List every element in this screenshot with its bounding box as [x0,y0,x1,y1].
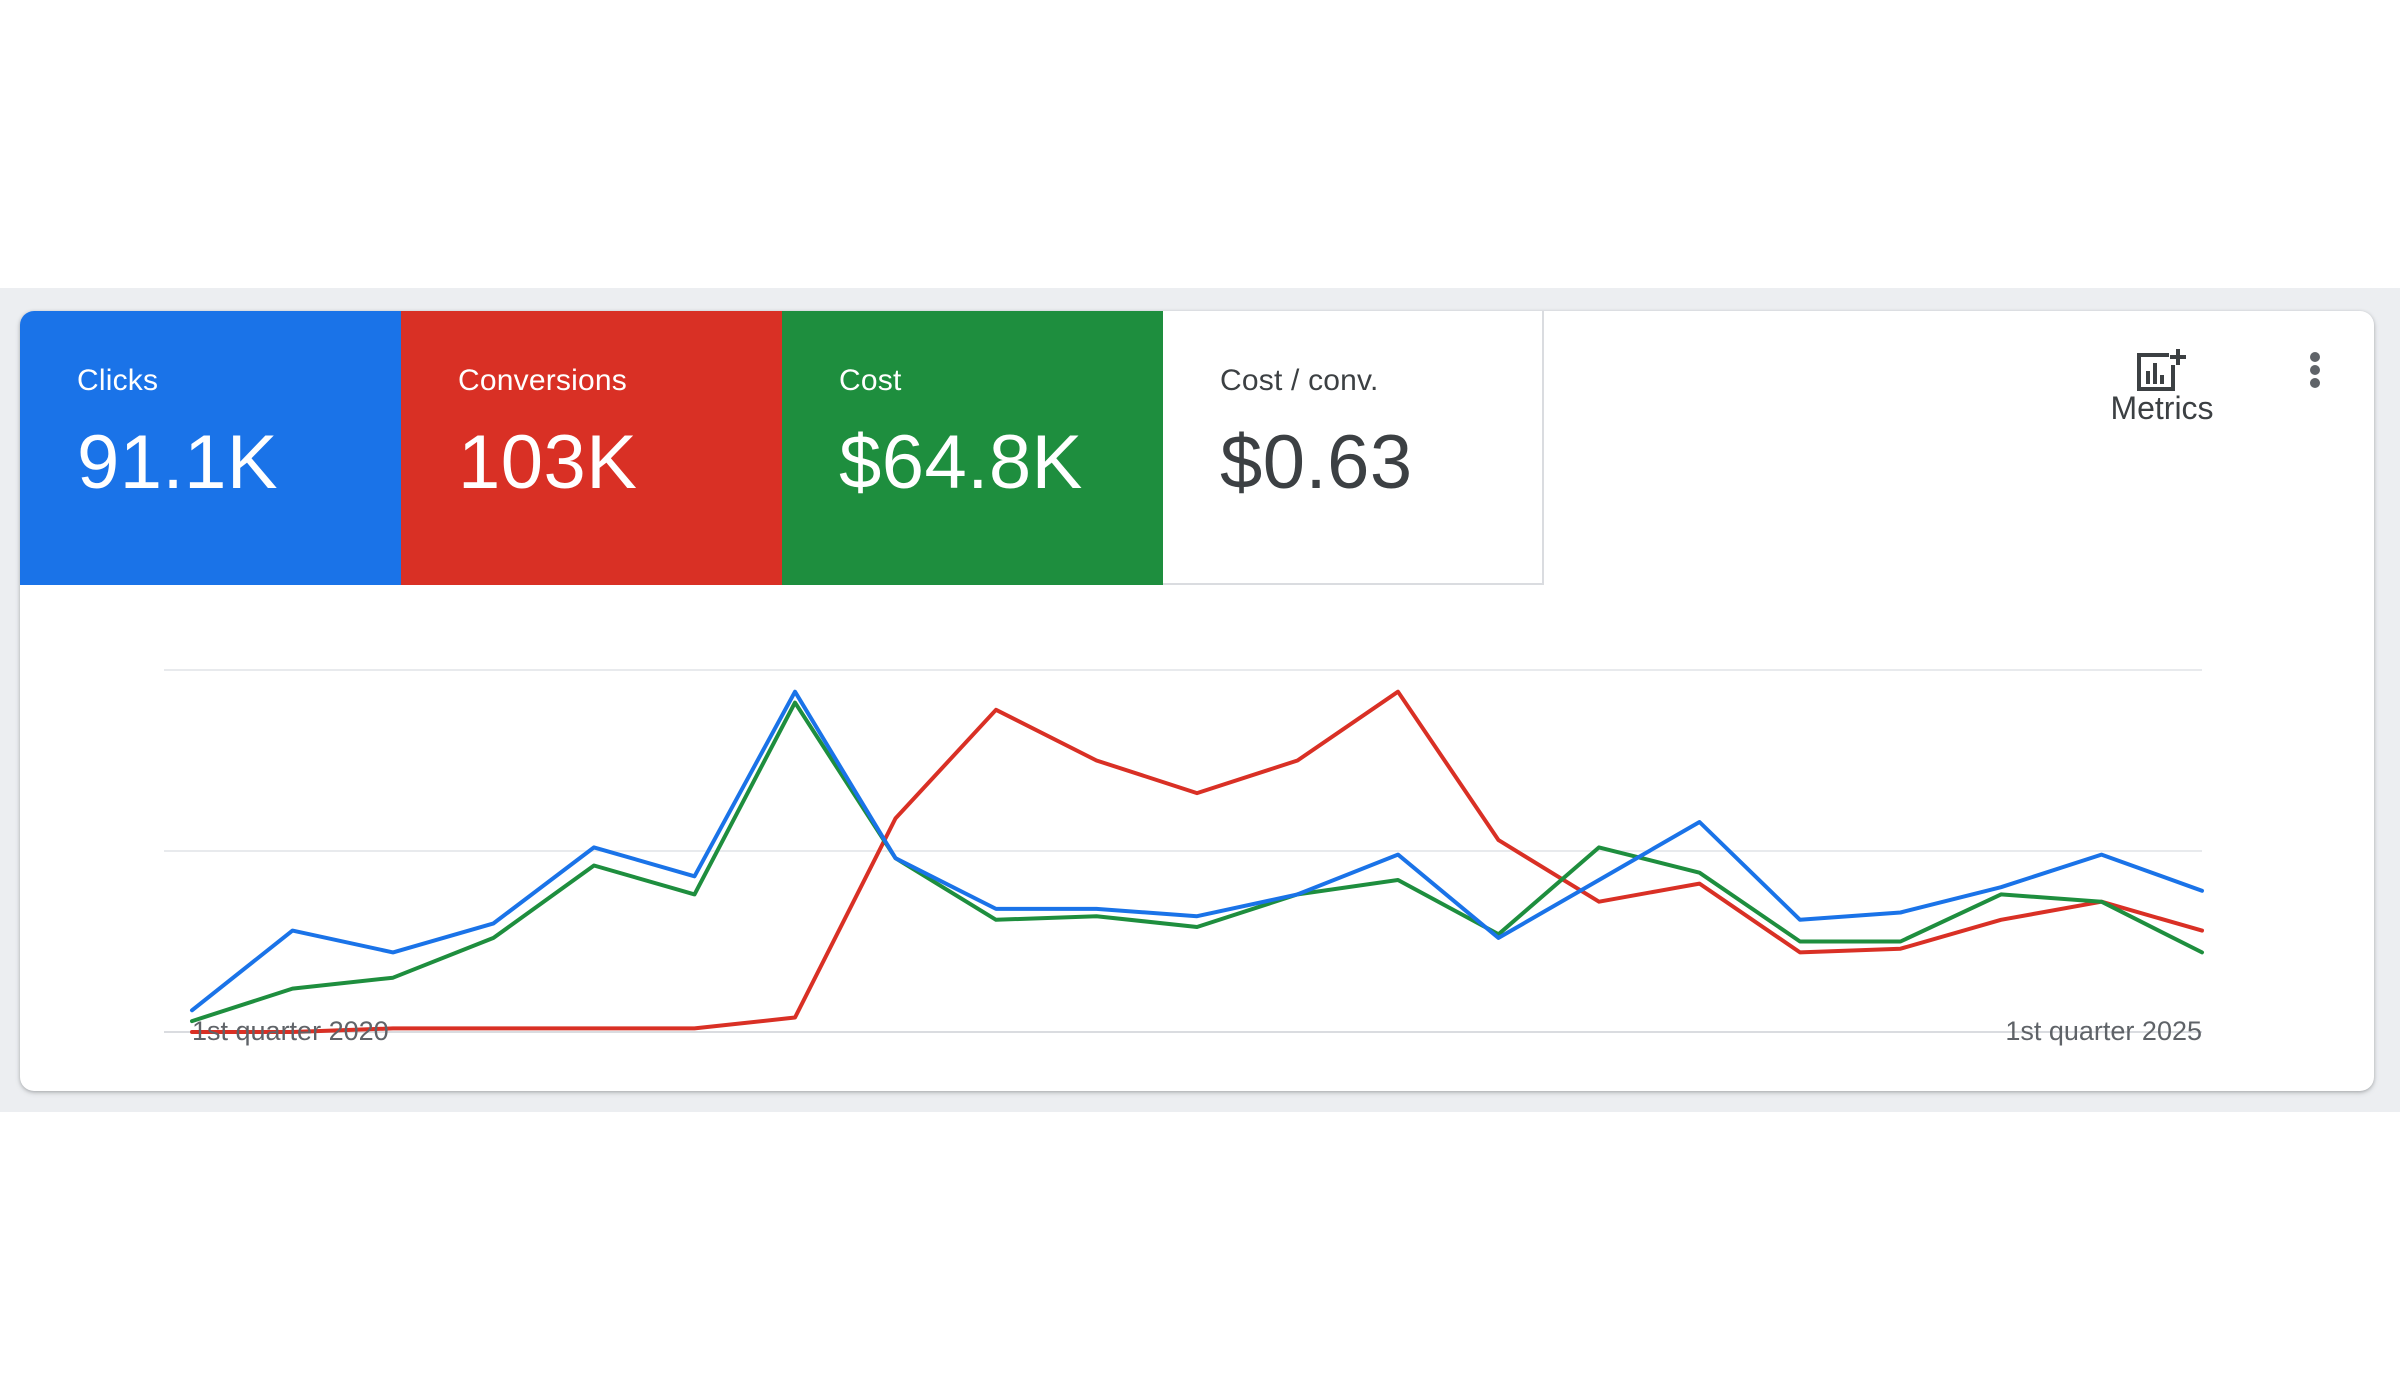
scorecard-label: Conversions [458,364,627,397]
chart-grid [164,669,2202,1033]
scorecard-cost[interactable]: Cost $64.8K [782,311,1163,585]
scorecard-value: 103K [458,420,638,505]
scorecard-cost-per-conv[interactable]: Cost / conv. $0.63 [1163,311,1544,585]
scorecard-conversions[interactable]: Conversions 103K [401,311,782,585]
more-options-button[interactable] [2290,347,2340,403]
scorecard-clicks[interactable]: Clicks 91.1K [20,311,401,585]
add-chart-icon [2137,349,2187,391]
x-axis-start-label: 1st quarter 2020 [192,1016,389,1046]
scorecard-label: Cost / conv. [1220,364,1379,397]
series-line-red [190,689,2204,1034]
series-line-blue [190,689,2204,1013]
scorecard-label: Clicks [77,364,159,397]
scorecard-value: $0.63 [1220,420,1413,505]
series-line-green [190,700,2204,1024]
more-vert-icon [2310,352,2320,388]
metrics-button[interactable]: Metrics [2097,347,2227,427]
scorecard-label: Cost [839,364,902,397]
scorecard-value: 91.1K [77,420,279,505]
scorecard-value: $64.8K [839,420,1083,505]
metrics-label: Metrics [2110,390,2214,426]
performance-chart: 1st quarter 2020 1st quarter 2025 [164,669,2204,1046]
performance-card: Clicks 91.1K Conversions 103K Cost $64.8… [20,311,2374,1091]
x-axis-end-label: 1st quarter 2025 [2005,1016,2202,1046]
chart-lines [190,689,2204,1034]
